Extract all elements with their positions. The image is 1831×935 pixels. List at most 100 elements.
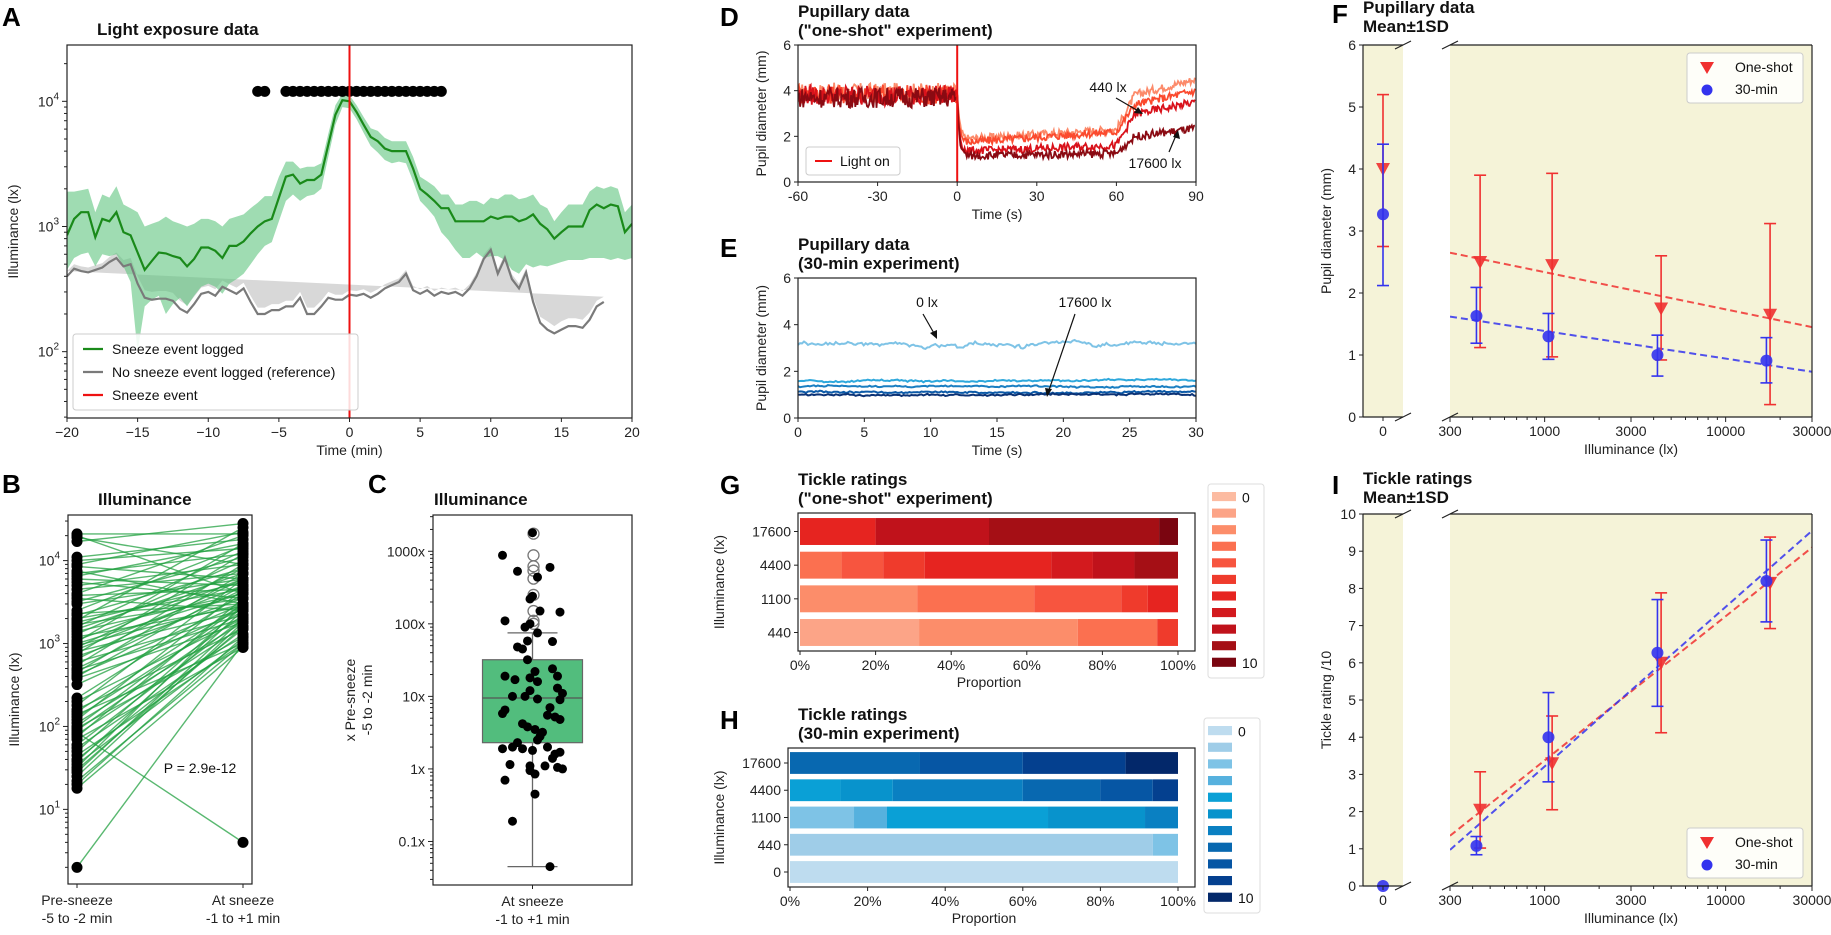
panel-d: D Pupillary data("one-shot" experiment) -6… [720, 2, 1204, 222]
panel-title: Tickle ratings [798, 470, 907, 489]
legend-swatch [1212, 525, 1236, 535]
y-tick-label: 100x [395, 616, 425, 632]
pair-line [76, 534, 244, 595]
pupil-trace [797, 338, 1197, 351]
at-sneeze-point [237, 583, 249, 595]
ratio-point [545, 703, 555, 713]
pair-line [76, 545, 244, 612]
x-tick-label: 10000 [1706, 423, 1745, 439]
pair-line [76, 614, 244, 663]
x-tick-label: −20 [55, 424, 79, 440]
x-tick-label: -60 [788, 188, 808, 204]
axis-break-mark [1394, 509, 1412, 519]
legend-label: Sneeze event logged [112, 341, 244, 357]
legend-swatch [1212, 558, 1236, 568]
panel-c-title: Illuminance [434, 490, 528, 509]
x-tick-label: 0 [1379, 892, 1387, 908]
pair-line [76, 563, 244, 666]
pair-line [76, 542, 244, 577]
legend-swatch [1208, 809, 1232, 819]
legend-swatch [1208, 776, 1232, 786]
x-tick-label: 20% [862, 657, 890, 673]
log-subplot-bg [1450, 45, 1812, 417]
ratio-point [510, 675, 520, 685]
panel-b: B Illuminance 101 102 103 104 Pre-sneeze -5 to … [2, 469, 280, 926]
legend-d: Light on [805, 146, 901, 176]
rating-segment [1034, 585, 1122, 613]
y-tick-label: 3 [1348, 766, 1356, 782]
panel-title: ("one-shot" experiment) [798, 489, 993, 508]
x-tick-label: 30 [1188, 424, 1204, 440]
y-tick-label: 0 [773, 864, 781, 880]
panel-e-title: Pupillary data [798, 235, 910, 254]
x-tick-label: 30000 [1793, 892, 1831, 908]
x-tick-label: −5 [271, 424, 287, 440]
arrowhead [1173, 130, 1180, 139]
mean-point-one-shot [1473, 803, 1488, 817]
at-sneeze-point [237, 616, 249, 628]
rating-segment [841, 551, 884, 579]
pair-line [76, 531, 244, 566]
y-tick-label: 0.1x [399, 833, 425, 849]
pair-line [76, 570, 244, 605]
y-tick-label: 10 [1340, 506, 1356, 522]
legend-label: Sneeze event [112, 387, 198, 403]
ratio-point [558, 764, 567, 774]
sneeze-band [67, 93, 632, 352]
fit-line [1450, 529, 1812, 851]
x-tick-label: 20 [1056, 424, 1072, 440]
outlier-point [527, 527, 540, 540]
pair-line [76, 597, 244, 738]
ratio-point [535, 606, 545, 616]
y-axis-label: Illuminance (lx) [711, 535, 727, 629]
ratio-point [498, 550, 507, 560]
mean-point-30-min [1760, 574, 1773, 587]
pair-line [76, 603, 244, 676]
rating-segment [892, 779, 1023, 802]
panel-d-plot [798, 45, 1196, 182]
x-tick-label: 0 [953, 188, 961, 204]
rating-legend: 0 10 [1203, 717, 1261, 914]
mean-point-one-shot [1545, 259, 1560, 273]
legend-label: 0 [1242, 489, 1250, 505]
ratio-point [555, 714, 565, 724]
pair-line [76, 543, 244, 643]
at-sneeze-point [237, 522, 249, 534]
panel-frame [787, 747, 1196, 888]
rating-segment [887, 806, 1049, 829]
mean-point-one-shot [1654, 302, 1669, 316]
ratio-point [500, 671, 510, 681]
ratio-point [523, 655, 532, 665]
x-tick-label: 0 [346, 424, 354, 440]
panel-label-h: H [720, 705, 739, 735]
x-axis-label: Time (s) [972, 206, 1023, 222]
ratio-point [498, 744, 507, 754]
ratio-point [505, 760, 515, 770]
legend-swatch [1212, 591, 1236, 601]
y-tick-label: 4 [783, 83, 791, 99]
y-tick-label: 2 [783, 128, 791, 144]
arrowhead [930, 330, 937, 339]
significance-dot [259, 85, 271, 97]
ratio-point [518, 644, 527, 654]
ratio-point [528, 528, 537, 538]
mean-point-30-min [1470, 309, 1483, 322]
rating-segment [1152, 779, 1178, 802]
significance-dot [435, 85, 447, 97]
axis-break-mark [1394, 881, 1412, 891]
y-tick-label: 6 [783, 270, 791, 286]
y-axis-label: x Pre-sneeze [342, 659, 358, 742]
rating-segment [1048, 806, 1146, 829]
x-tick-label: 10 [483, 424, 499, 440]
ratio-point [548, 753, 557, 763]
panel-d-title: Pupillary data [798, 2, 910, 21]
x-tick-label: −10 [196, 424, 220, 440]
ratio-point [523, 636, 532, 646]
rating-segment [1125, 752, 1178, 774]
y-tick-label: 6 [1348, 655, 1356, 671]
x-tick-label: 1000 [1529, 423, 1560, 439]
mean-point-one-shot [1763, 308, 1778, 322]
panel-frame [797, 512, 1196, 652]
